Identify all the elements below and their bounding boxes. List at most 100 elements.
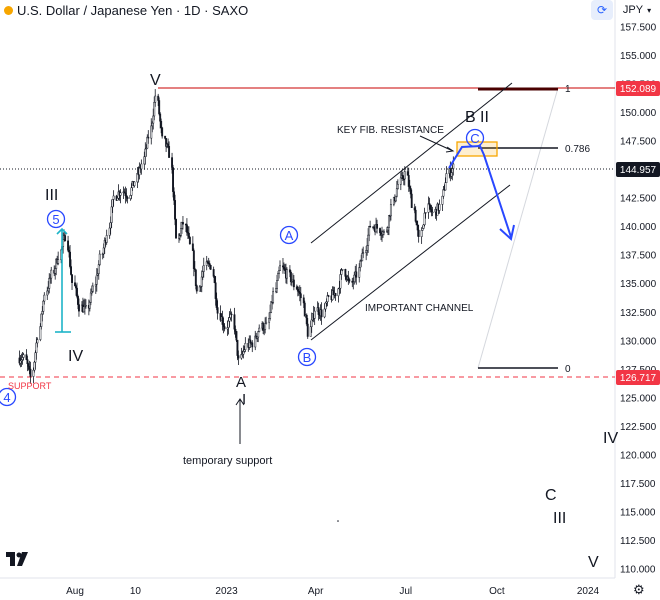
candle-body <box>272 291 275 303</box>
wave-label-i: I <box>242 391 246 408</box>
wave-label-ii: II <box>480 109 489 126</box>
candle-body <box>394 195 397 202</box>
candle-body <box>389 204 392 217</box>
price-tag-support <box>616 370 660 385</box>
y-tick-label: 120.000 <box>620 450 657 461</box>
candle-body <box>140 163 143 170</box>
gear-icon[interactable]: ⚙ <box>633 582 645 597</box>
candle-body <box>35 342 38 353</box>
candle-body <box>406 171 409 176</box>
circle-c <box>465 128 485 148</box>
price-candles <box>18 89 455 384</box>
candle-body <box>32 369 35 377</box>
candle-body <box>420 230 423 237</box>
candle-body <box>157 95 160 101</box>
candle-body <box>442 189 445 197</box>
candle-body <box>285 269 288 279</box>
candle-body <box>365 250 368 253</box>
candle-body <box>84 305 87 307</box>
channel-lower-line <box>310 184 511 341</box>
circle-a <box>279 225 299 245</box>
candle-body <box>48 277 51 289</box>
candle-body <box>257 331 260 338</box>
fib-label-1: 1 <box>565 84 571 95</box>
candle-body <box>249 339 252 344</box>
candle-body <box>295 286 298 290</box>
candle-body <box>395 188 398 197</box>
candle-body <box>89 292 92 303</box>
candle-body <box>416 224 419 231</box>
candle-body <box>348 279 351 282</box>
cyan-ruler <box>55 227 71 333</box>
candle-body <box>277 273 279 281</box>
candle-body <box>407 175 410 187</box>
candle-body <box>213 276 216 284</box>
candle-body <box>187 232 190 238</box>
candle-body <box>368 226 371 236</box>
wave-label-v-bottom: V <box>588 554 599 571</box>
candle-body <box>116 198 119 201</box>
candle-body <box>125 195 128 198</box>
candle-body <box>251 342 254 348</box>
candle-body <box>302 297 305 304</box>
fib-guide-line <box>477 87 559 369</box>
candle-body <box>181 222 184 225</box>
candle-body <box>268 318 271 323</box>
candle-body <box>303 302 306 317</box>
y-tick-label: 125.000 <box>620 393 657 404</box>
candle-body <box>279 265 281 271</box>
candle-body <box>215 298 218 308</box>
currency-label: JPY <box>622 4 644 16</box>
channel-upper-line <box>310 82 513 244</box>
candle-body <box>108 227 111 236</box>
candle-body <box>78 304 80 312</box>
candle-body <box>68 250 71 253</box>
wave-label-iv-left: IV <box>68 348 83 365</box>
candle-body <box>171 157 174 168</box>
candle-body <box>26 359 29 365</box>
candle-body <box>386 227 389 231</box>
candle-body <box>451 168 454 173</box>
candle-body <box>144 148 147 158</box>
refresh-button[interactable]: ⟳ <box>591 0 613 20</box>
candle-body <box>110 206 113 223</box>
wave-label-c: C <box>545 487 557 504</box>
wave-label-v-top: V <box>150 72 161 89</box>
y-tick-label: 135.000 <box>620 279 657 290</box>
candle-body <box>41 311 44 315</box>
support-label: SUPPORT <box>8 381 52 391</box>
candle-body <box>69 251 71 267</box>
stray-dot <box>337 520 339 522</box>
candle-body <box>130 187 133 196</box>
y-tick-label: 122.500 <box>620 422 657 433</box>
candle-body <box>129 195 132 199</box>
candle-body <box>421 228 424 231</box>
candle-body <box>360 260 363 262</box>
candle-body <box>367 234 370 246</box>
circle-c-label: C <box>470 131 479 146</box>
candle-body <box>111 199 114 208</box>
candle-body <box>209 264 212 270</box>
tradingview-logo-icon <box>6 552 28 566</box>
y-tick-label: 110.000 <box>620 565 656 576</box>
candle-body <box>151 122 154 127</box>
x-tick-label: 2023 <box>215 586 238 597</box>
chevron-down-icon: ▾ <box>647 5 652 15</box>
candle-body <box>233 314 236 330</box>
candle-body <box>112 195 115 200</box>
candle-body <box>222 324 225 327</box>
candle-body <box>27 363 30 367</box>
candle-body <box>401 175 404 180</box>
candle-body <box>50 269 53 279</box>
candle-body <box>19 360 22 364</box>
x-axis: Aug 10 2023 Apr Jul Oct 2024 <box>66 586 599 597</box>
price-tag-resistance-text: 152.089 <box>620 84 657 95</box>
candle-body <box>376 224 379 229</box>
candle-body <box>147 136 150 139</box>
candle-body <box>109 222 112 229</box>
currency-selector[interactable]: JPY ▾ <box>617 0 657 20</box>
candle-body <box>254 335 257 348</box>
candle-body <box>355 271 358 278</box>
candle-body <box>358 267 361 278</box>
